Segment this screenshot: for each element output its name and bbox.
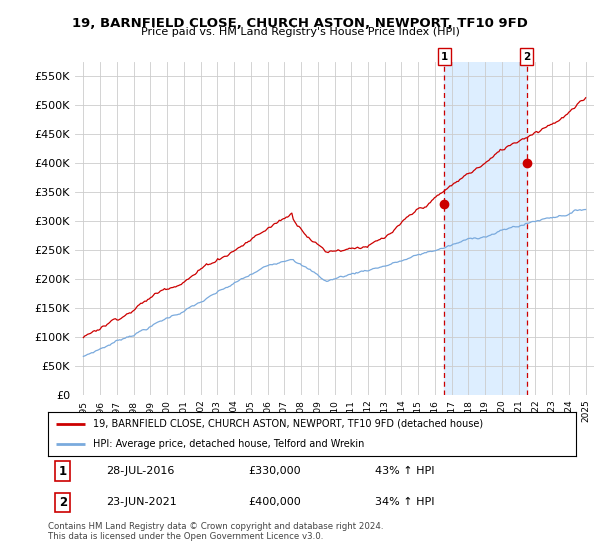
Text: 43% ↑ HPI: 43% ↑ HPI: [376, 466, 435, 476]
Text: 2: 2: [59, 496, 67, 509]
Text: 2: 2: [523, 52, 530, 62]
Text: 23-JUN-2021: 23-JUN-2021: [106, 497, 177, 507]
Text: Contains HM Land Registry data © Crown copyright and database right 2024.
This d: Contains HM Land Registry data © Crown c…: [48, 522, 383, 542]
Text: £400,000: £400,000: [248, 497, 301, 507]
Text: Price paid vs. HM Land Registry's House Price Index (HPI): Price paid vs. HM Land Registry's House …: [140, 27, 460, 37]
Text: 19, BARNFIELD CLOSE, CHURCH ASTON, NEWPORT, TF10 9FD (detached house): 19, BARNFIELD CLOSE, CHURCH ASTON, NEWPO…: [93, 419, 483, 429]
Text: 1: 1: [441, 52, 448, 62]
Text: 28-JUL-2016: 28-JUL-2016: [106, 466, 175, 476]
Text: 1: 1: [59, 465, 67, 478]
Text: 34% ↑ HPI: 34% ↑ HPI: [376, 497, 435, 507]
Text: HPI: Average price, detached house, Telford and Wrekin: HPI: Average price, detached house, Telf…: [93, 439, 364, 449]
Bar: [445, 62, 527, 395]
Text: 19, BARNFIELD CLOSE, CHURCH ASTON, NEWPORT, TF10 9FD: 19, BARNFIELD CLOSE, CHURCH ASTON, NEWPO…: [72, 17, 528, 30]
Text: £330,000: £330,000: [248, 466, 301, 476]
